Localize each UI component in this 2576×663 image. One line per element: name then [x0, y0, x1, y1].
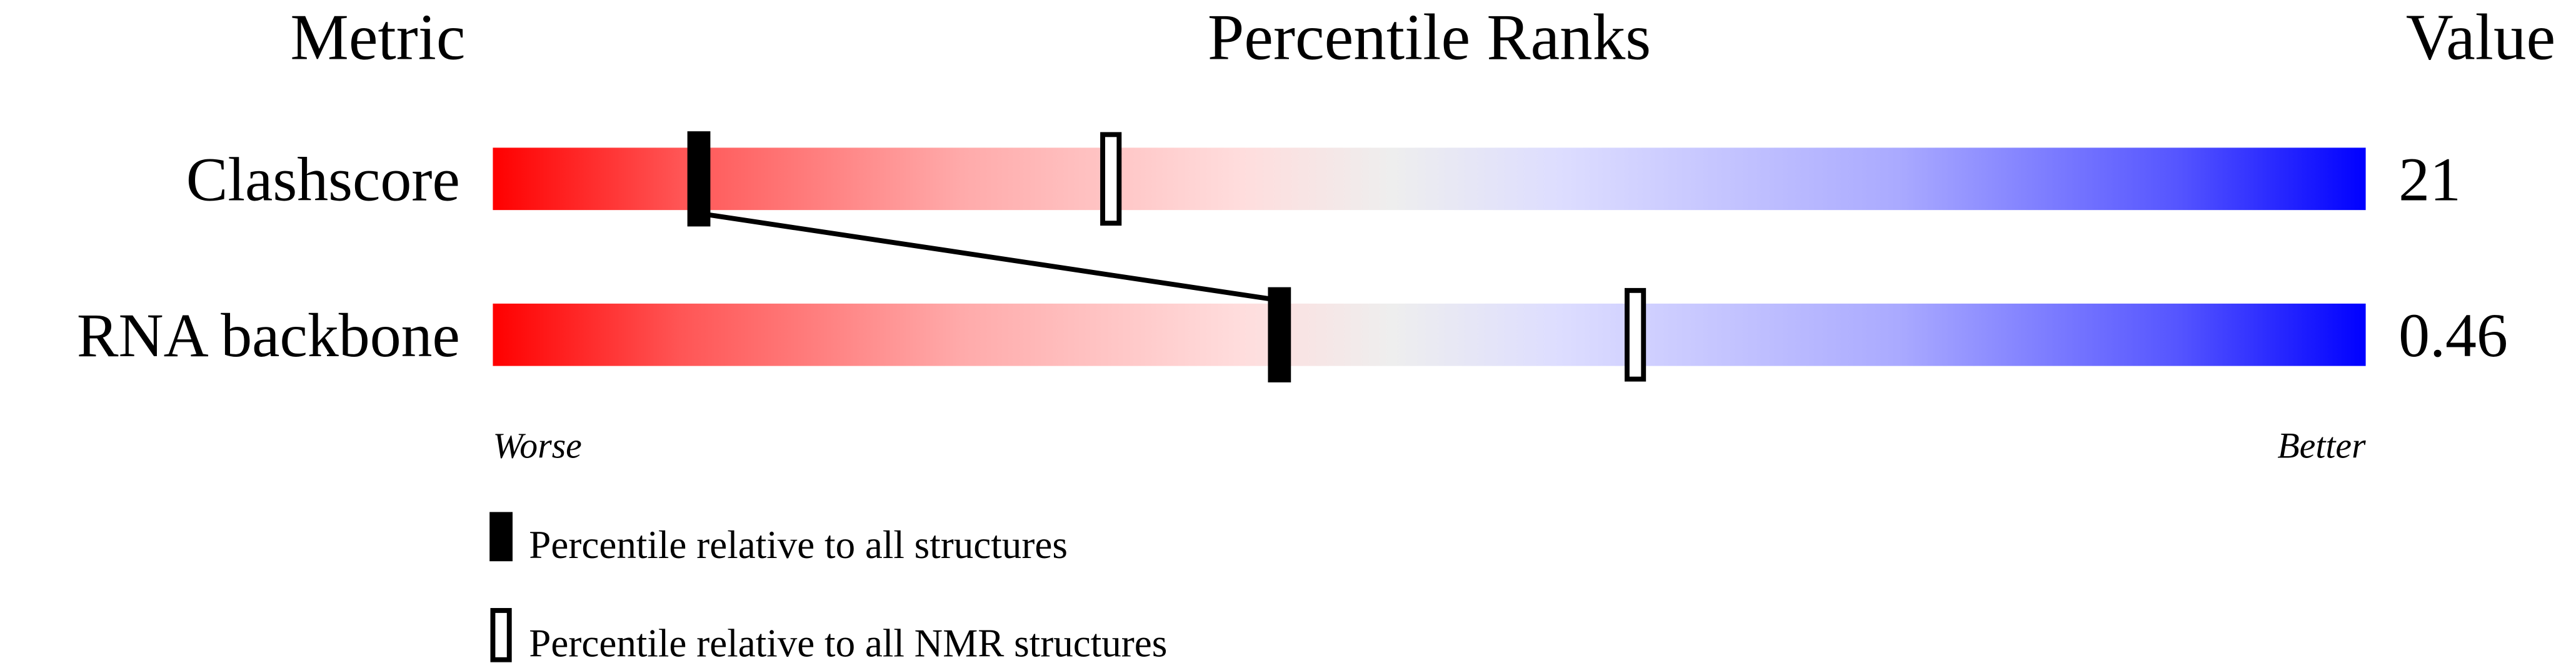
nmr-percentile-marker — [1625, 287, 1646, 382]
connector-line — [698, 211, 1280, 303]
header-value: Value — [2406, 1, 2555, 74]
metric-value: 0.46 — [2398, 301, 2508, 370]
legend-filled-marker — [489, 512, 513, 562]
better-label: Better — [2277, 426, 2366, 466]
header-metric: Metric — [290, 1, 465, 74]
legend-label-nmr: Percentile relative to all NMR structure… — [529, 622, 1167, 663]
nmr-percentile-marker — [1100, 132, 1122, 226]
legend-open-marker — [490, 608, 512, 662]
chart-title: Percentile Ranks — [1208, 1, 1651, 74]
all-percentile-marker — [687, 131, 711, 227]
gradient-bar — [493, 303, 2366, 366]
all-percentile-marker — [1268, 287, 1291, 382]
legend-label-all: Percentile relative to all structures — [529, 523, 1068, 567]
metric-label: RNA backbone — [77, 301, 460, 370]
metric-value: 21 — [2398, 144, 2461, 214]
worse-label: Worse — [493, 426, 581, 466]
metric-label: Clashscore — [186, 144, 460, 214]
gradient-bar — [493, 147, 2366, 211]
